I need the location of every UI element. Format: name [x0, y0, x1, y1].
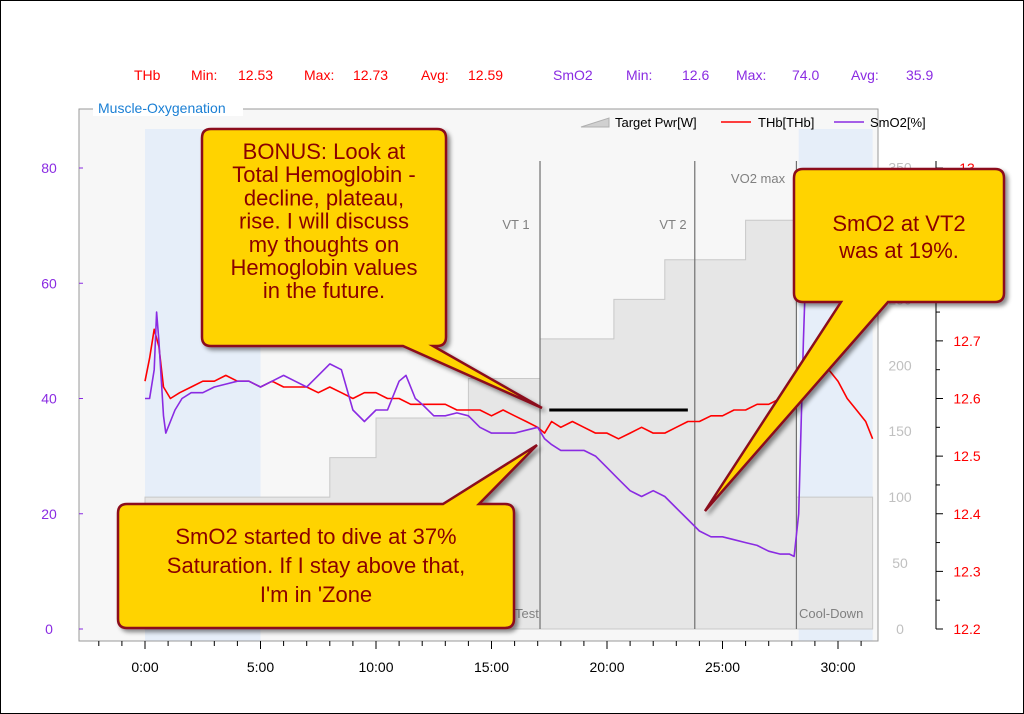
x-tick-label: 15:00	[474, 659, 509, 675]
left-tick-label: 0	[45, 621, 53, 637]
power-tick-label: 100	[888, 489, 912, 505]
callout-smo2-vt2-bubble	[703, 167, 1006, 512]
x-tick-label: 5:00	[247, 659, 274, 675]
legend-label-smo2: SmO2[%]	[870, 115, 926, 130]
smo2-series-line	[145, 201, 816, 558]
power-tick-label: 150	[888, 423, 912, 439]
left-tick-label: 20	[41, 506, 57, 522]
thb-max-value: 12.73	[353, 67, 389, 83]
smo2-stat-label: SmO2	[553, 67, 593, 83]
callout-bonus-thb-line: decline, plateau,	[244, 185, 404, 210]
chart-title: Muscle-Oxygenation	[98, 100, 226, 116]
right-tick-label: 12.7	[953, 333, 980, 349]
zone-label-test: Test	[515, 606, 539, 621]
legend-label-power: Target Pwr[W]	[615, 115, 697, 130]
x-tick-label: 10:00	[358, 659, 393, 675]
callout-bonus-thb-line: Hemoglobin values	[230, 255, 417, 280]
x-tick-label: 20:00	[589, 659, 624, 675]
callout-bonus-thb-bubble	[200, 127, 543, 410]
thb-max-label: Max:	[304, 67, 335, 83]
zone-lines: VT 1 VT 2 VO2 max Test Cool-Down	[502, 161, 863, 629]
right-tick-label: 12.2	[953, 621, 980, 637]
callout-smo2-vt2-line: SmO2 at VT2	[832, 211, 965, 236]
thb-avg-value: 12.59	[468, 67, 504, 83]
zone-label-vt-2: VT 2	[659, 217, 686, 232]
thb-avg-label: Avg:	[421, 67, 449, 83]
legend: Target Pwr[W] THb[THb] SmO2[%]	[580, 115, 926, 130]
thb-min-value: 12.53	[238, 67, 274, 83]
smo2-avg-value: 35.9	[906, 67, 934, 83]
left-tick-label: 40	[41, 391, 57, 407]
left-tick-label: 60	[41, 275, 57, 291]
right-tick-label: 12.3	[953, 563, 980, 579]
power-tick-label: 0	[896, 621, 904, 637]
right-tick-label: 12.6	[953, 391, 980, 407]
smo2-min-label: Min:	[626, 67, 653, 83]
callout-smo2-dive-line: I'm in 'Zone	[260, 582, 372, 607]
callout-bonus-thb-line: rise. I will discuss	[239, 209, 409, 234]
right-tick-label: 12.4	[953, 506, 980, 522]
x-tick-label: 25:00	[705, 659, 740, 675]
callout-smo2-vt2-line: was at 19%.	[838, 238, 959, 263]
x-tick-label: 30:00	[820, 659, 855, 675]
callout-smo2-dive-bubble	[116, 443, 538, 630]
chart-title-group: Muscle-Oxygenation	[93, 100, 243, 116]
stats-bar: THb Min: 12.53 Max: 12.73 Avg: 12.59 SmO…	[1, 67, 1023, 89]
left-tick-label: 80	[41, 160, 57, 176]
callout-bonus-thb-line: Total Hemoglobin -	[232, 162, 415, 187]
callout-smo2-dive: SmO2 started to dive at 37% Saturation. I…	[116, 443, 538, 630]
right-tick-label: 12.5	[953, 448, 980, 464]
x-tick-label: 0:00	[131, 659, 158, 675]
legend-label-thb: THb[THb]	[758, 115, 814, 130]
smo2-max-label: Max:	[736, 67, 767, 83]
legend-swatch-power	[580, 117, 610, 128]
callout-smo2-dive-line: SmO2 started to dive at 37%	[175, 524, 456, 549]
callout-bonus-thb-line: my thoughts on	[249, 232, 399, 257]
thb-min-label: Min:	[191, 67, 218, 83]
power-tick-label: 50	[892, 555, 908, 571]
zone-label-vo2-max: VO2 max	[731, 171, 786, 186]
smo2-max-value: 74.0	[792, 67, 820, 83]
callout-smo2-dive-line: Saturation. If I stay above that,	[167, 553, 465, 578]
zone-label-vt-1: VT 1	[502, 217, 529, 232]
series-lines	[144, 201, 874, 558]
callout-bonus-thb-line: in the future.	[263, 278, 385, 303]
thb-stat-label: THb	[134, 67, 161, 83]
smo2-min-value: 12.6	[682, 67, 710, 83]
callout-bonus-thb-line: BONUS: Look at	[243, 139, 406, 164]
power-tick-label: 200	[888, 357, 912, 373]
smo2-avg-label: Avg:	[851, 67, 879, 83]
zone-label-cool-down: Cool-Down	[799, 606, 863, 621]
chart-title-background	[93, 100, 243, 116]
